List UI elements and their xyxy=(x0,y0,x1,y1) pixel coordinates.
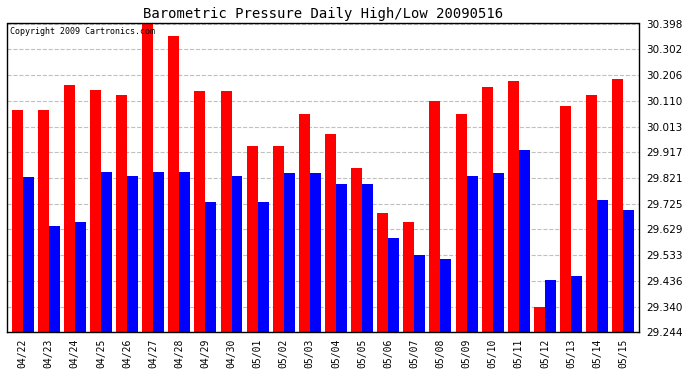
Bar xyxy=(336,184,347,332)
Bar xyxy=(101,171,112,332)
Bar xyxy=(571,276,582,332)
Bar xyxy=(623,210,634,332)
Bar xyxy=(404,222,414,332)
Bar xyxy=(221,91,232,332)
Bar xyxy=(586,95,597,332)
Bar xyxy=(49,226,60,332)
Bar xyxy=(179,171,190,332)
Bar xyxy=(545,280,556,332)
Bar xyxy=(64,84,75,332)
Bar xyxy=(597,200,608,332)
Bar xyxy=(493,173,504,332)
Bar xyxy=(75,222,86,332)
Bar xyxy=(362,184,373,332)
Bar xyxy=(310,173,321,332)
Bar xyxy=(257,202,268,332)
Bar xyxy=(414,255,425,332)
Bar xyxy=(195,91,206,332)
Bar xyxy=(482,87,493,332)
Bar xyxy=(299,114,310,332)
Bar xyxy=(351,168,362,332)
Bar xyxy=(12,110,23,332)
Title: Barometric Pressure Daily High/Low 20090516: Barometric Pressure Daily High/Low 20090… xyxy=(143,7,503,21)
Bar xyxy=(440,258,451,332)
Bar xyxy=(612,79,623,332)
Bar xyxy=(429,100,440,332)
Bar xyxy=(153,171,164,332)
Bar xyxy=(116,95,127,332)
Bar xyxy=(519,150,530,332)
Text: Copyright 2009 Cartronics.com: Copyright 2009 Cartronics.com xyxy=(10,27,155,36)
Bar xyxy=(142,24,153,332)
Bar xyxy=(23,177,34,332)
Bar xyxy=(247,146,257,332)
Bar xyxy=(466,176,477,332)
Bar xyxy=(90,90,101,332)
Bar xyxy=(206,202,217,332)
Bar xyxy=(273,146,284,332)
Bar xyxy=(388,238,400,332)
Bar xyxy=(325,134,336,332)
Bar xyxy=(284,173,295,332)
Bar xyxy=(455,114,466,332)
Bar xyxy=(168,36,179,332)
Bar xyxy=(232,176,242,332)
Bar xyxy=(127,176,138,332)
Bar xyxy=(560,106,571,332)
Bar xyxy=(377,213,388,332)
Bar xyxy=(508,81,519,332)
Bar xyxy=(534,307,545,332)
Bar xyxy=(38,110,49,332)
